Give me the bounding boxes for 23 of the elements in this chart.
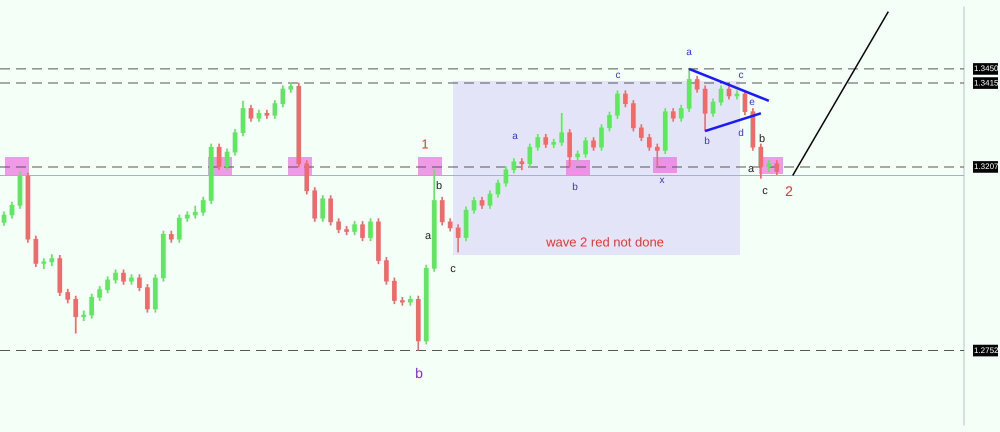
annotation: b: [415, 364, 424, 381]
annotation: 1: [421, 136, 429, 152]
annotation: e: [749, 96, 756, 108]
annotation: x: [660, 174, 664, 186]
annotation: b: [704, 136, 710, 147]
y-tick-label: 1.2752: [974, 346, 1000, 355]
annotation: b: [572, 182, 578, 193]
annotation: a: [424, 230, 432, 242]
annotation: c: [762, 185, 768, 198]
annotation: c: [738, 70, 744, 81]
y-tick-label: 1.3207: [974, 162, 1000, 172]
annotation: a: [686, 46, 692, 58]
y-tick-label: 1.3415: [974, 78, 1000, 88]
annotation: b: [758, 133, 766, 146]
annotation: c: [616, 70, 620, 81]
annotation: b: [436, 180, 442, 192]
y-tick-label: 1.3450: [974, 64, 1000, 74]
annotation: 2: [785, 182, 794, 199]
annotation: c: [450, 263, 456, 276]
annotation: a: [748, 163, 755, 176]
annotation: a: [512, 130, 518, 142]
annotation: wave 2 red not done: [545, 234, 664, 250]
annotation: d: [738, 128, 744, 139]
